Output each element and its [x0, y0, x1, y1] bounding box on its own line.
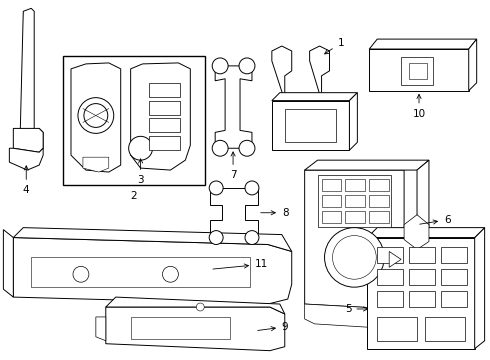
Polygon shape	[475, 228, 485, 349]
Polygon shape	[272, 100, 349, 150]
Polygon shape	[106, 307, 285, 351]
Bar	[409, 291, 435, 307]
Bar	[377, 317, 417, 341]
Circle shape	[245, 231, 259, 244]
Bar	[425, 317, 465, 341]
Polygon shape	[305, 170, 417, 309]
Circle shape	[129, 136, 152, 160]
Circle shape	[239, 58, 255, 74]
Bar	[441, 247, 467, 264]
Polygon shape	[131, 63, 190, 170]
Bar	[369, 211, 389, 223]
Polygon shape	[9, 148, 43, 170]
Text: 8: 8	[261, 208, 289, 218]
Circle shape	[239, 140, 255, 156]
Text: 10: 10	[413, 94, 426, 118]
Circle shape	[212, 140, 228, 156]
Polygon shape	[83, 157, 109, 172]
Text: 11: 11	[213, 259, 268, 269]
Bar	[321, 195, 342, 207]
Polygon shape	[417, 160, 429, 304]
Circle shape	[333, 235, 376, 279]
Polygon shape	[310, 46, 329, 100]
Polygon shape	[368, 228, 485, 238]
Polygon shape	[210, 188, 258, 238]
Bar	[401, 57, 433, 85]
Bar	[409, 63, 427, 79]
Bar	[441, 269, 467, 285]
Bar	[409, 269, 435, 285]
Bar	[148, 83, 180, 96]
Polygon shape	[3, 230, 13, 297]
Bar	[369, 179, 389, 191]
Circle shape	[209, 181, 223, 195]
Polygon shape	[96, 317, 106, 341]
Text: 4: 4	[23, 166, 29, 195]
Text: 2: 2	[130, 191, 137, 201]
Polygon shape	[215, 66, 252, 148]
Text: 9: 9	[258, 322, 289, 332]
Bar	[131, 317, 230, 339]
Bar	[321, 211, 342, 223]
Polygon shape	[469, 39, 477, 91]
Circle shape	[73, 266, 89, 282]
Bar	[148, 136, 180, 150]
Bar	[321, 179, 342, 191]
Text: 7: 7	[230, 152, 236, 180]
Bar	[345, 195, 366, 207]
Polygon shape	[404, 215, 429, 249]
Circle shape	[163, 266, 178, 282]
Circle shape	[209, 231, 223, 244]
Polygon shape	[389, 251, 401, 267]
Bar	[368, 238, 475, 349]
Bar	[377, 247, 403, 264]
Bar	[318, 175, 391, 227]
Polygon shape	[13, 228, 292, 251]
Polygon shape	[71, 63, 121, 172]
Bar	[63, 56, 205, 185]
Polygon shape	[305, 160, 429, 170]
Text: 1: 1	[325, 38, 344, 54]
Polygon shape	[13, 129, 43, 152]
Bar	[369, 49, 469, 91]
Bar	[148, 118, 180, 132]
Bar	[148, 100, 180, 114]
Bar	[441, 291, 467, 307]
Bar	[409, 247, 435, 264]
Polygon shape	[349, 93, 357, 150]
Circle shape	[324, 228, 384, 287]
Bar	[345, 211, 366, 223]
Bar	[377, 291, 403, 307]
Polygon shape	[369, 39, 477, 49]
Polygon shape	[20, 8, 34, 135]
Circle shape	[212, 58, 228, 74]
Circle shape	[245, 181, 259, 195]
Bar	[369, 195, 389, 207]
Text: 3: 3	[137, 159, 144, 185]
Bar	[31, 257, 250, 287]
Text: 5: 5	[345, 304, 368, 314]
Polygon shape	[106, 297, 285, 314]
Bar	[377, 269, 403, 285]
Circle shape	[196, 303, 204, 311]
Bar	[285, 109, 337, 142]
Polygon shape	[272, 93, 357, 100]
Bar	[345, 179, 366, 191]
Polygon shape	[272, 46, 292, 100]
Polygon shape	[305, 304, 417, 329]
Polygon shape	[13, 238, 292, 304]
Circle shape	[78, 98, 114, 133]
Circle shape	[84, 104, 108, 127]
Text: 6: 6	[420, 215, 450, 225]
